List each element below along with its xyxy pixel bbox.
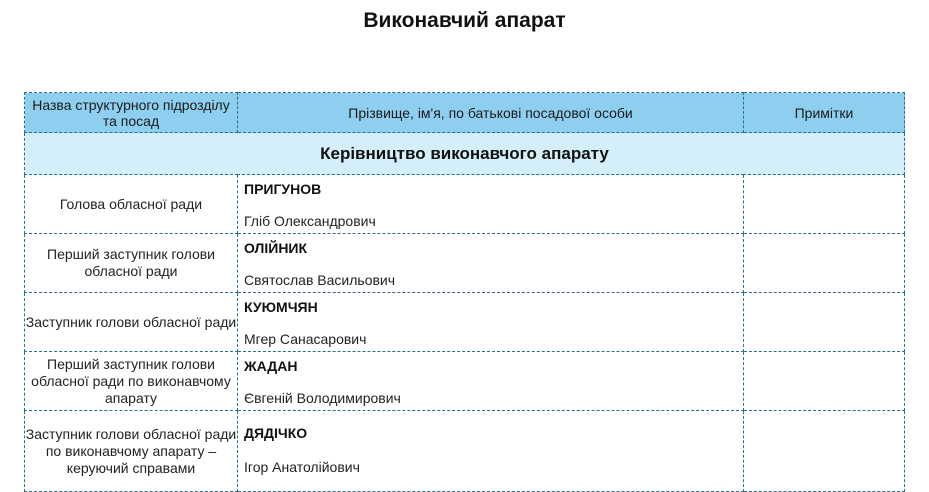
table-row: Заступник голови обласної ради по викона… bbox=[24, 410, 905, 492]
staff-table: Назва структурного підрозділу та посад П… bbox=[24, 92, 905, 492]
header-notes: Примітки bbox=[743, 92, 905, 133]
notes-cell bbox=[743, 174, 905, 234]
notes-cell bbox=[743, 233, 905, 293]
table-row: Заступник голови обласної ради КУЮМЧЯН Мг… bbox=[24, 292, 905, 352]
position-cell: Перший заступник голови обласної ради по… bbox=[24, 351, 238, 411]
page-title: Виконавчий апарат bbox=[363, 9, 566, 32]
name-cell: ПРИГУНОВ Гліб Олександрович bbox=[237, 174, 744, 234]
section-title: Керівництво виконавчого апарату bbox=[24, 132, 905, 175]
surname: КУЮМЧЯН bbox=[244, 299, 318, 315]
name-cell: ОЛІЙНИК Святослав Васильович bbox=[237, 233, 744, 293]
given-names: Святослав Васильович bbox=[244, 272, 396, 288]
notes-cell bbox=[743, 351, 905, 411]
name-cell: ДЯДІЧКО Ігор Анатолійович bbox=[237, 410, 744, 492]
given-names: Гліб Олександрович bbox=[244, 213, 376, 229]
given-names: Ігор Анатолійович bbox=[244, 459, 360, 475]
notes-cell bbox=[743, 410, 905, 492]
position-cell: Заступник голови обласної ради по викона… bbox=[24, 410, 238, 492]
notes-cell bbox=[743, 292, 905, 352]
surname: ОЛІЙНИК bbox=[244, 240, 308, 256]
header-name: Прізвище, ім'я, по батькові посадової ос… bbox=[237, 92, 744, 133]
header-position: Назва структурного підрозділу та посад bbox=[24, 92, 238, 133]
position-cell: Заступник голови обласної ради bbox=[24, 292, 238, 352]
given-names: Євгеній Володимирович bbox=[244, 390, 401, 406]
position-cell: Голова обласної ради bbox=[24, 174, 238, 234]
surname: ДЯДІЧКО bbox=[244, 425, 308, 441]
section-row: Керівництво виконавчого апарату bbox=[24, 132, 905, 175]
table-row: Перший заступник голови обласної ради по… bbox=[24, 351, 905, 411]
name-cell: КУЮМЧЯН Мгер Санасарович bbox=[237, 292, 744, 352]
name-cell: ЖАДАН Євгеній Володимирович bbox=[237, 351, 744, 411]
table-header: Назва структурного підрозділу та посад П… bbox=[24, 92, 905, 133]
surname: ПРИГУНОВ bbox=[244, 181, 322, 197]
table-row: Перший заступник голови обласної ради ОЛ… bbox=[24, 233, 905, 293]
surname: ЖАДАН bbox=[244, 358, 298, 374]
given-names: Мгер Санасарович bbox=[244, 331, 367, 347]
table-row: Голова обласної ради ПРИГУНОВ Гліб Олекса… bbox=[24, 174, 905, 234]
position-cell: Перший заступник голови обласної ради bbox=[24, 233, 238, 293]
